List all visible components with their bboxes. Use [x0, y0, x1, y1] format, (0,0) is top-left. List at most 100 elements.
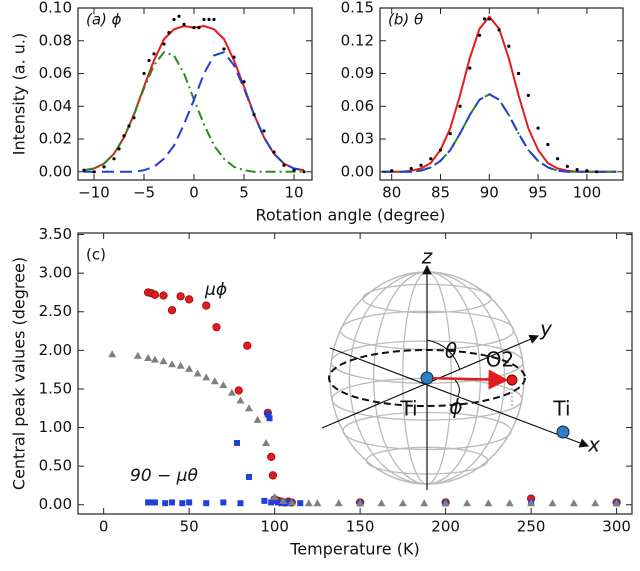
- point: [272, 150, 276, 154]
- point: [268, 471, 278, 480]
- point: [185, 364, 194, 372]
- point: [252, 112, 256, 117]
- point: [162, 42, 166, 46]
- y-tick-label: 0.02: [39, 130, 72, 148]
- x-tick-label: −10: [78, 184, 110, 202]
- ti-atom: [556, 425, 570, 439]
- point: [193, 369, 202, 377]
- point: [261, 497, 268, 504]
- fit-line: [382, 15, 617, 173]
- series-label: 90 − μθ: [130, 466, 198, 486]
- point: [159, 357, 168, 365]
- point: [108, 350, 117, 358]
- x-tick-label: 85: [431, 184, 450, 202]
- axes-frame: [77, 7, 313, 181]
- point: [150, 290, 160, 299]
- point: [244, 404, 253, 412]
- y-tick-label: 2.00: [39, 341, 72, 359]
- point: [179, 500, 186, 507]
- axes-frame: [77, 232, 633, 515]
- point: [420, 499, 429, 507]
- point: [462, 499, 471, 507]
- plot-area: [108, 288, 621, 507]
- point: [536, 126, 540, 130]
- x-tick-label: 200: [431, 518, 460, 536]
- point: [203, 500, 210, 507]
- point: [262, 438, 271, 446]
- point: [556, 157, 560, 161]
- y-tick-label: 0.50: [39, 457, 72, 475]
- series-label: μϕ: [204, 280, 227, 300]
- point: [182, 22, 186, 26]
- point: [127, 124, 131, 128]
- x-tick-label: 0: [99, 518, 109, 536]
- inset-label: y: [539, 317, 553, 341]
- inset-label: Ti: [552, 397, 570, 421]
- point: [176, 292, 185, 301]
- point: [313, 499, 322, 507]
- point: [167, 30, 171, 35]
- y-tick-label: 2.50: [39, 302, 72, 320]
- y-tick-label: 0.06: [39, 64, 72, 82]
- point: [210, 377, 219, 385]
- x-axis-label: Rotation angle (degree): [255, 206, 445, 225]
- point: [197, 26, 201, 30]
- point: [575, 168, 579, 172]
- inset-label: θ: [445, 339, 457, 363]
- y-tick-label: 0.10: [39, 0, 72, 17]
- point: [279, 496, 288, 504]
- phi-arc: [454, 379, 460, 397]
- point: [159, 291, 168, 300]
- inset-label: x: [587, 433, 600, 457]
- point: [507, 44, 511, 48]
- inset-label: z: [421, 245, 433, 269]
- y-tick-label: 0.00: [341, 162, 374, 180]
- plot-area: [82, 14, 306, 174]
- x-tick-label: 0: [189, 184, 199, 202]
- point: [419, 163, 423, 167]
- point: [117, 147, 121, 151]
- point: [237, 500, 244, 507]
- point: [144, 354, 153, 362]
- point: [222, 47, 226, 51]
- x-tick-label: 10: [284, 184, 303, 202]
- y-axis-label: Intensity (a. u.): [10, 33, 29, 155]
- point: [526, 93, 530, 97]
- point: [172, 17, 176, 22]
- point: [477, 33, 482, 37]
- x-tick-label: 300: [602, 518, 631, 536]
- x-tick-label: 100: [573, 184, 602, 202]
- point: [527, 499, 536, 507]
- point: [487, 17, 491, 21]
- x-tick-label: 50: [180, 518, 199, 536]
- y-tick-label: 0.12: [341, 31, 374, 49]
- panel-label: (b) θ: [388, 11, 423, 29]
- y-tick-label: 3.50: [39, 225, 72, 243]
- point: [448, 131, 452, 136]
- point: [302, 170, 306, 174]
- x-tick-label: −5: [133, 184, 155, 202]
- point: [390, 169, 394, 173]
- point: [219, 381, 228, 389]
- point: [234, 386, 243, 395]
- point: [270, 493, 279, 501]
- bond: [426, 369, 509, 390]
- inset-label: Ti: [399, 397, 417, 421]
- point: [177, 14, 181, 18]
- point: [227, 388, 236, 396]
- fit-line: [382, 93, 617, 173]
- y-tick-label: 0.06: [341, 97, 374, 115]
- point: [429, 157, 433, 161]
- point: [282, 163, 286, 167]
- theta-arc: [426, 339, 461, 371]
- point: [458, 104, 462, 108]
- point: [285, 500, 292, 507]
- ti-atom: [420, 371, 434, 385]
- point: [186, 499, 193, 506]
- inset-diagram: z y x θ ϕ O2 Ti Ti: [321, 245, 600, 490]
- fit-line: [382, 93, 617, 173]
- point: [243, 341, 252, 350]
- point: [612, 499, 621, 507]
- point: [162, 500, 169, 507]
- point: [398, 499, 407, 507]
